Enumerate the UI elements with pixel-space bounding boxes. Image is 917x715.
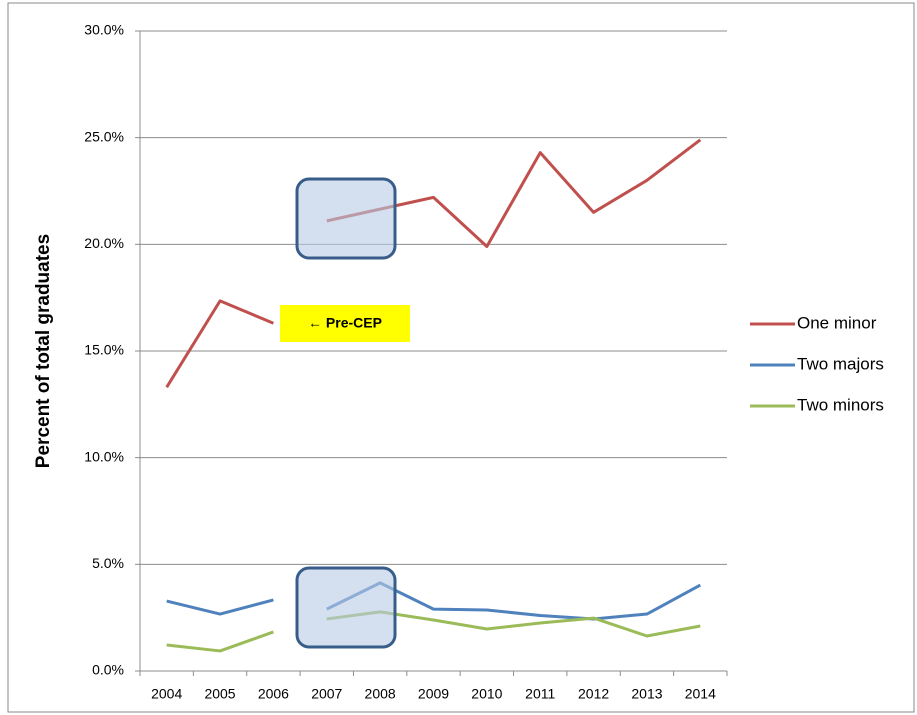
x-tick-label: 2009 [418,686,449,702]
series-line [165,299,274,389]
x-tick-label: 2010 [471,686,502,702]
x-tick-label: 2004 [151,686,182,702]
x-tick-label: 2006 [258,686,289,702]
chart-border [7,2,915,713]
legend-label: Two majors [797,354,884,373]
x-tick-label: 2013 [631,686,662,702]
y-tick-label: 20.0% [84,235,124,251]
y-tick-label: 15.0% [84,342,124,358]
y-axis-label: Percent of total graduates [33,234,54,468]
y-tick-label: 10.0% [84,448,124,464]
y-tick-label: 25.0% [84,128,124,144]
y-tick-label: 5.0% [92,555,124,571]
x-tick-label: 2014 [685,686,716,702]
x-tick-label: 2007 [311,686,342,702]
legend-label: Two minors [797,395,884,414]
y-tick-label: 30.0% [84,22,124,38]
x-tick-label: 2008 [365,686,396,702]
series-line [166,598,274,616]
x-tick-label: 2005 [204,686,235,702]
annotation-box [280,305,410,342]
x-tick-label: 2011 [525,686,555,702]
legend-label: One minor [797,313,877,332]
series-line [166,630,274,653]
y-tick-label: 0.0% [92,662,124,678]
x-tick-label: 2012 [578,686,609,702]
highlight-box [295,177,397,260]
annotation: ← Pre-CEP [308,315,382,331]
highlight-box [295,566,397,649]
